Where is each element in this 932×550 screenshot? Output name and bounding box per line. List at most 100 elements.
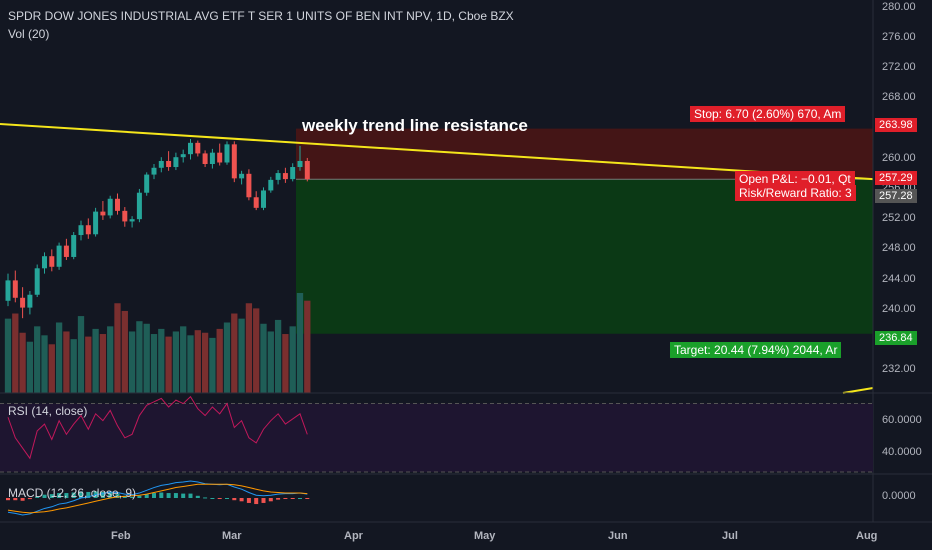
macd-histogram-bar <box>181 493 186 498</box>
candle-body <box>85 225 91 235</box>
time-tick-label: Jul <box>722 530 738 542</box>
macd-histogram-bar <box>225 498 229 499</box>
macd-histogram-bar <box>20 498 25 501</box>
candlestick-series <box>5 139 310 319</box>
macd-histogram-bar <box>64 493 69 498</box>
target-zone <box>296 179 873 334</box>
macd-histogram-bar <box>42 494 47 498</box>
macd-histogram-bar <box>290 498 295 499</box>
time-tick-label: Feb <box>111 530 131 542</box>
last-price-marker: 257.29 <box>875 171 917 185</box>
volume-bar <box>136 321 143 393</box>
macd-histogram-bar <box>86 491 91 498</box>
macd-histogram-bar <box>57 493 62 498</box>
candle-body <box>180 154 186 158</box>
macd-histogram-bar <box>261 498 266 503</box>
candle-body <box>188 142 193 155</box>
candle-body <box>224 144 230 163</box>
volume-bar <box>143 323 150 393</box>
macd-histogram-bar <box>195 495 200 498</box>
volume-bar <box>209 337 216 393</box>
volume-bar <box>48 344 55 393</box>
macd-histogram-bar <box>137 495 142 498</box>
volume-bar <box>245 303 253 393</box>
open-pnl-label[interactable]: Open P&L: −0.01, Qt <box>735 171 855 187</box>
trendline <box>0 122 874 181</box>
trendline-lower <box>842 387 874 394</box>
candle-body <box>304 160 310 180</box>
candle-body <box>27 294 33 308</box>
trendline-annotation[interactable]: weekly trend line resistance <box>302 116 528 135</box>
candle-body <box>173 157 179 168</box>
candle-body <box>78 225 84 236</box>
signal-line <box>7 483 308 514</box>
candle-body <box>107 198 113 216</box>
macd-histogram-bar <box>239 498 244 502</box>
macd-histogram-bar <box>71 492 76 498</box>
price-tick-label: 252.00 <box>882 212 916 225</box>
volume-bar <box>4 318 12 393</box>
volume-bar <box>238 318 245 393</box>
position-zones <box>296 128 873 334</box>
volume-bar <box>201 332 209 393</box>
rsi-line <box>7 395 308 460</box>
candle-body <box>282 173 288 180</box>
macd-histogram-bar <box>217 498 222 499</box>
candle-body <box>275 173 281 180</box>
volume-bar <box>114 303 121 393</box>
macd-histogram-bar <box>130 496 135 498</box>
time-tick-label: Apr <box>344 530 363 542</box>
volume-bar <box>296 293 304 393</box>
volume-bar <box>304 300 311 393</box>
volume-bar <box>19 332 26 393</box>
stop-loss-label[interactable]: Stop: 6.70 (2.60%) 670, Am <box>690 106 846 122</box>
volume-bar <box>70 339 77 393</box>
volume-bar <box>85 336 92 393</box>
stop-zone <box>296 128 873 180</box>
macd-label[interactable]: MACD (12, 26, close, 9) <box>8 486 137 500</box>
rsi-label[interactable]: RSI (14, close) <box>8 404 88 418</box>
candle-body <box>268 179 274 191</box>
risk-reward-label[interactable]: Risk/Reward Ratio: 3 <box>735 185 856 201</box>
volume-indicator-label[interactable]: Vol (20) <box>8 27 50 41</box>
volume-bar <box>260 323 267 393</box>
time-tick-label: Aug <box>856 530 878 542</box>
candle-body <box>42 256 47 269</box>
volume-bar <box>41 335 48 393</box>
macd-histogram-bar <box>203 497 208 499</box>
candle-body <box>122 210 128 222</box>
candle-body <box>115 198 120 211</box>
volume-bar <box>282 334 289 393</box>
candle-body <box>151 167 157 175</box>
volume-bars <box>4 293 311 393</box>
target-label[interactable]: Target: 20.44 (7.94%) 2044, Ar <box>670 342 842 358</box>
volume-bar <box>99 334 107 393</box>
volume-bar <box>63 331 70 393</box>
volume-bar <box>172 331 180 393</box>
price-tick-label: 272.00 <box>882 61 916 74</box>
candle-body <box>158 160 164 168</box>
entry-price-marker: 257.28 <box>875 189 917 203</box>
rsi-band <box>0 403 873 472</box>
volume-bar <box>34 326 41 393</box>
volume-bar <box>12 313 19 393</box>
candle-body <box>63 245 69 257</box>
rsi-tick-40: 40.0000 <box>882 446 922 458</box>
candle-body <box>136 192 142 220</box>
macd-histogram-bar <box>283 498 288 499</box>
volume-bar <box>180 326 187 393</box>
macd-histogram-bar <box>13 498 18 501</box>
macd-histogram-bar <box>152 493 156 498</box>
candle-body <box>261 190 266 208</box>
macd-tick-zero: 0.0000 <box>882 490 916 502</box>
chart-title: SPDR DOW JONES INDUSTRIAL AVG ETF T SER … <box>8 9 514 23</box>
candle-body <box>202 153 208 165</box>
candle-body <box>49 256 55 267</box>
price-tick-label: 276.00 <box>882 30 916 43</box>
stop-price-marker: 263.98 <box>875 118 917 132</box>
macd-histogram-bar <box>27 498 32 500</box>
macd-histogram-bar <box>232 498 237 501</box>
candle-body <box>100 211 106 216</box>
